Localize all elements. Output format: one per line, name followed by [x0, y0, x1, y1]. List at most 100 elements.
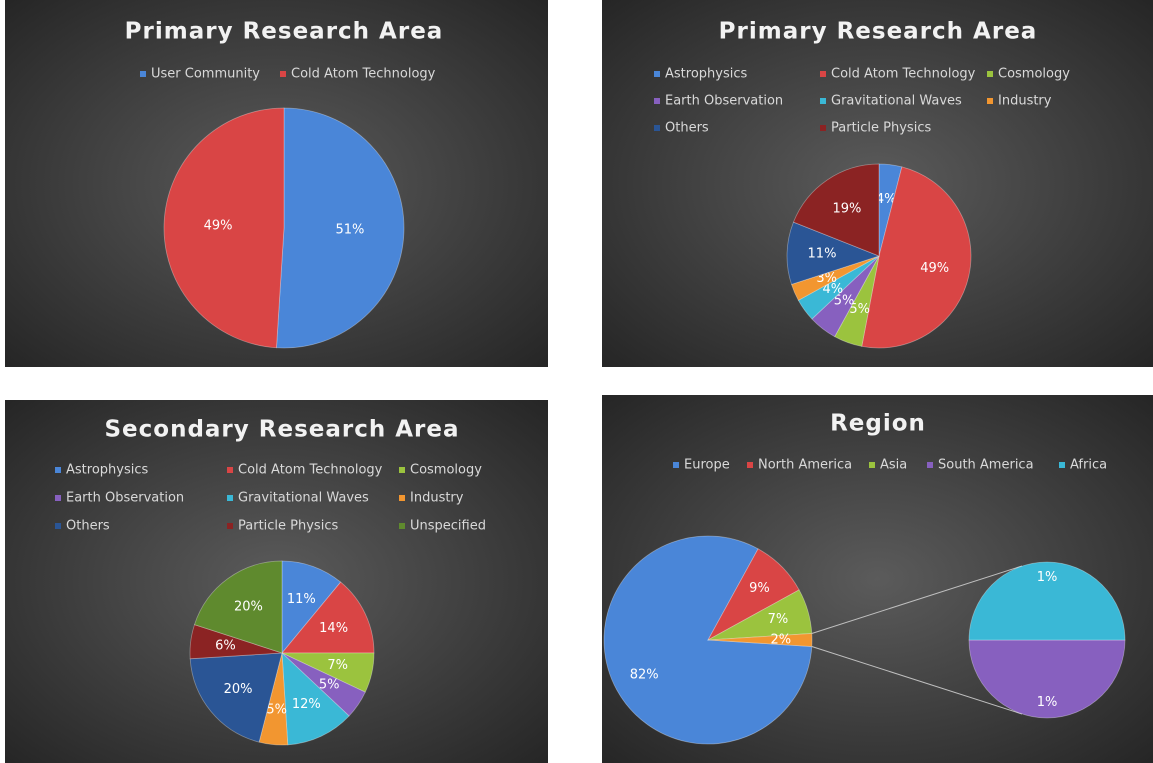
- legend-swatch: [820, 71, 826, 77]
- legend-swatch: [869, 462, 875, 468]
- legend-label: South America: [938, 458, 1034, 473]
- connector: [811, 646, 1023, 715]
- pie-slice: [968, 639, 1126, 719]
- legend-swatch: [227, 523, 233, 529]
- pie-slice: [706, 548, 800, 642]
- data-label: 5%: [266, 702, 287, 717]
- legend-label: Asia: [880, 458, 907, 473]
- data-label: 11%: [287, 592, 316, 607]
- legend-label: Europe: [684, 458, 730, 473]
- pie-slice: [603, 535, 813, 745]
- legend-swatch: [280, 71, 286, 77]
- legend-label: Africa: [1070, 458, 1107, 473]
- legend-swatch: [673, 462, 679, 468]
- chart-title: Region: [830, 411, 926, 437]
- legend-label: Others: [66, 519, 110, 534]
- legend-swatch: [654, 98, 660, 104]
- pie-slice: [281, 581, 375, 654]
- legend-label: Cold Atom Technology: [831, 67, 976, 82]
- legend-swatch: [820, 125, 826, 131]
- data-label: 9%: [749, 581, 770, 596]
- data-label: 5%: [834, 294, 855, 309]
- pie-slice: [878, 163, 903, 257]
- legend-swatch: [399, 467, 405, 473]
- legend-swatch: [227, 467, 233, 473]
- legend-swatch: [927, 462, 933, 468]
- legend-label: Cosmology: [998, 67, 1070, 82]
- legend-swatch: [399, 523, 405, 529]
- pie-slice: [258, 652, 289, 746]
- legend-swatch: [140, 71, 146, 77]
- data-label: 7%: [768, 612, 789, 627]
- legend-label: Earth Observation: [66, 491, 184, 506]
- data-label: 14%: [319, 621, 348, 636]
- legend-label: User Community: [151, 67, 260, 82]
- legend-swatch: [987, 71, 993, 77]
- pie-slice: [189, 624, 283, 660]
- legend-label: North America: [758, 458, 852, 473]
- pie-slice: [163, 107, 285, 349]
- data-label: 19%: [832, 201, 861, 216]
- legend-label: Cold Atom Technology: [291, 67, 436, 82]
- legend-label: Particle Physics: [238, 519, 338, 534]
- data-label: 20%: [234, 599, 263, 614]
- pie-slice: [189, 652, 283, 743]
- chart-title: Primary Research Area: [125, 19, 444, 45]
- pie-slice: [834, 255, 880, 347]
- data-label: 5%: [849, 302, 870, 317]
- legend-label: Industry: [998, 94, 1052, 109]
- legend-swatch: [55, 523, 61, 529]
- data-label: 1%: [1037, 570, 1058, 585]
- legend-swatch: [399, 495, 405, 501]
- legend-label: Cold Atom Technology: [238, 463, 383, 478]
- legend-swatch: [654, 71, 660, 77]
- pie-slice: [786, 221, 881, 285]
- pie-slice: [790, 255, 880, 301]
- data-label: 7%: [327, 658, 348, 673]
- legend-swatch: [55, 467, 61, 473]
- data-label: 11%: [808, 247, 837, 262]
- pie-slice: [797, 255, 880, 320]
- legend-swatch: [227, 495, 233, 501]
- data-label: 51%: [336, 223, 365, 238]
- pie-slice: [707, 633, 813, 647]
- legend-swatch: [747, 462, 753, 468]
- pie-slice: [281, 652, 366, 717]
- data-label: 4%: [823, 282, 844, 297]
- legend-swatch: [1059, 462, 1065, 468]
- pie-slice: [968, 561, 1126, 641]
- data-label: 12%: [292, 697, 321, 712]
- pie-slice: [811, 255, 880, 338]
- legend-swatch: [55, 495, 61, 501]
- legend-swatch: [820, 98, 826, 104]
- legend-label: Gravitational Waves: [238, 491, 369, 506]
- data-label: 20%: [224, 682, 253, 697]
- legend-label: Gravitational Waves: [831, 94, 962, 109]
- connector: [811, 565, 1023, 634]
- legend-label: Particle Physics: [831, 121, 931, 136]
- legend-label: Cosmology: [410, 463, 482, 478]
- legend-label: Others: [665, 121, 709, 136]
- data-label: 2%: [770, 633, 791, 648]
- legend-label: Industry: [410, 491, 464, 506]
- legend-label: Unspecified: [410, 519, 486, 534]
- data-label: 1%: [1037, 695, 1058, 710]
- pie-slice: [792, 163, 880, 257]
- chart-title: Primary Research Area: [719, 19, 1038, 45]
- data-label: 4%: [876, 192, 897, 207]
- data-label: 82%: [630, 668, 659, 683]
- pie-slice: [281, 560, 342, 655]
- pie-slice: [276, 107, 405, 349]
- chart-title: Secondary Research Area: [104, 417, 459, 443]
- pie-slice: [193, 560, 283, 654]
- data-label: 49%: [920, 261, 949, 276]
- pie-slice: [861, 166, 972, 349]
- data-label: 5%: [319, 678, 340, 693]
- legend-swatch: [987, 98, 993, 104]
- legend-label: Astrophysics: [66, 463, 148, 478]
- legend-label: Astrophysics: [665, 67, 747, 82]
- legend-swatch: [654, 125, 660, 131]
- pie-slice: [281, 652, 350, 746]
- legend-label: Earth Observation: [665, 94, 783, 109]
